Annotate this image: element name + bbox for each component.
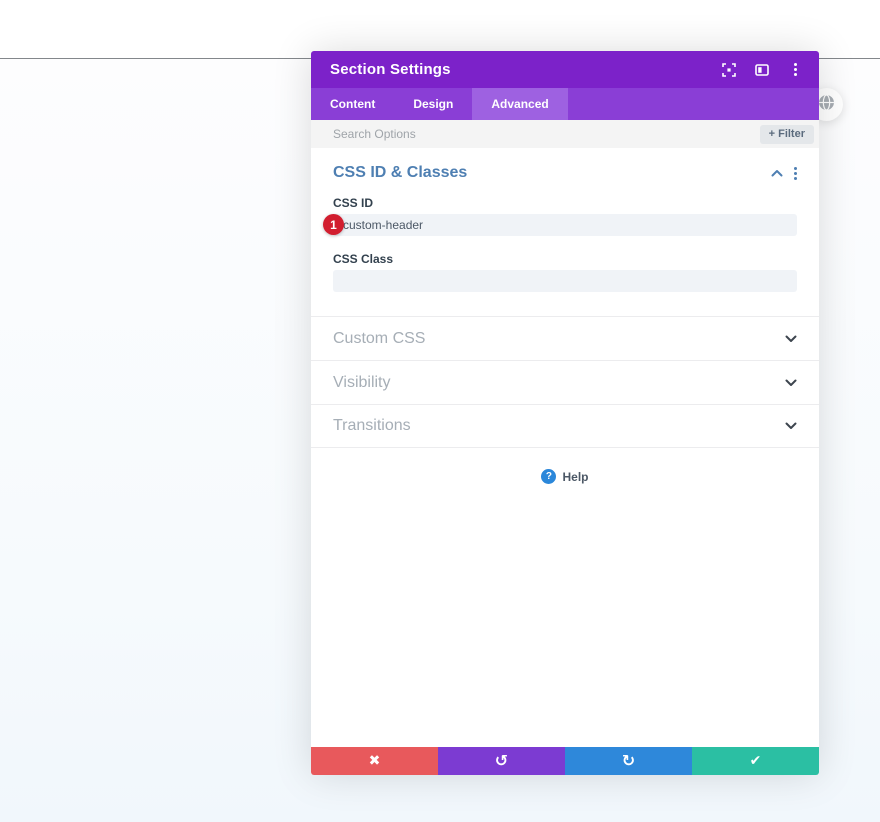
toggle-custom-css-title: Custom CSS	[333, 329, 426, 347]
discard-button[interactable]: ✖	[311, 747, 438, 775]
redo-button[interactable]: ↻	[565, 747, 692, 775]
tab-design[interactable]: Design	[413, 97, 454, 111]
toggle-custom-css[interactable]: Custom CSS	[311, 316, 819, 360]
modal-footer: ✖ ↺ ↻ ✔	[311, 747, 819, 775]
filter-button[interactable]: + Filter	[759, 124, 814, 144]
css-id-label: CSS ID	[333, 196, 374, 210]
save-button[interactable]: ✔	[692, 747, 819, 775]
group-heading-icons	[771, 164, 797, 182]
globe-icon	[818, 93, 835, 116]
modal-body: CSS ID & Classes CSS ID 1 CSS Cl	[311, 148, 819, 747]
toggle-visibility[interactable]: Visibility	[311, 360, 819, 404]
modal-tabbar: Content Design Advanced	[311, 88, 819, 120]
search-options-input[interactable]	[311, 120, 760, 148]
tab-advanced[interactable]: Advanced	[472, 88, 568, 120]
group-options-kebab-icon[interactable]	[794, 166, 797, 180]
tab-content[interactable]: Content	[330, 97, 376, 111]
modal-header: Section Settings	[311, 51, 819, 88]
toggle-visibility-title: Visibility	[333, 373, 391, 391]
help-question-icon: ?	[541, 469, 557, 484]
expand-modal-icon[interactable]	[721, 62, 737, 78]
css-id-classes-group: CSS ID & Classes CSS ID 1 CSS Cl	[311, 148, 819, 316]
help-link[interactable]: ? Help	[311, 469, 819, 484]
group-heading[interactable]: CSS ID & Classes	[333, 162, 797, 184]
chevron-down-icon	[785, 374, 797, 392]
toggle-transitions-title: Transitions	[333, 417, 411, 434]
chevron-down-icon	[785, 417, 797, 435]
search-options-bar: + Filter	[311, 120, 819, 148]
step-badge: 1	[323, 214, 344, 235]
modal-header-actions	[721, 62, 803, 78]
css-class-input[interactable]	[333, 270, 797, 292]
chevron-up-icon[interactable]	[771, 164, 783, 182]
undo-button[interactable]: ↺	[438, 747, 565, 775]
help-label: Help	[562, 469, 589, 484]
toggle-transitions[interactable]: Transitions	[311, 404, 819, 448]
modal-menu-kebab-icon[interactable]	[787, 62, 803, 78]
modal-title: Section Settings	[330, 61, 451, 78]
dock-panel-icon[interactable]	[754, 62, 770, 78]
chevron-down-icon	[785, 330, 797, 348]
css-id-input[interactable]	[333, 214, 797, 236]
group-title: CSS ID & Classes	[333, 164, 468, 181]
section-settings-modal: Section Settings Content	[311, 51, 819, 775]
css-class-label: CSS Class	[333, 252, 394, 266]
